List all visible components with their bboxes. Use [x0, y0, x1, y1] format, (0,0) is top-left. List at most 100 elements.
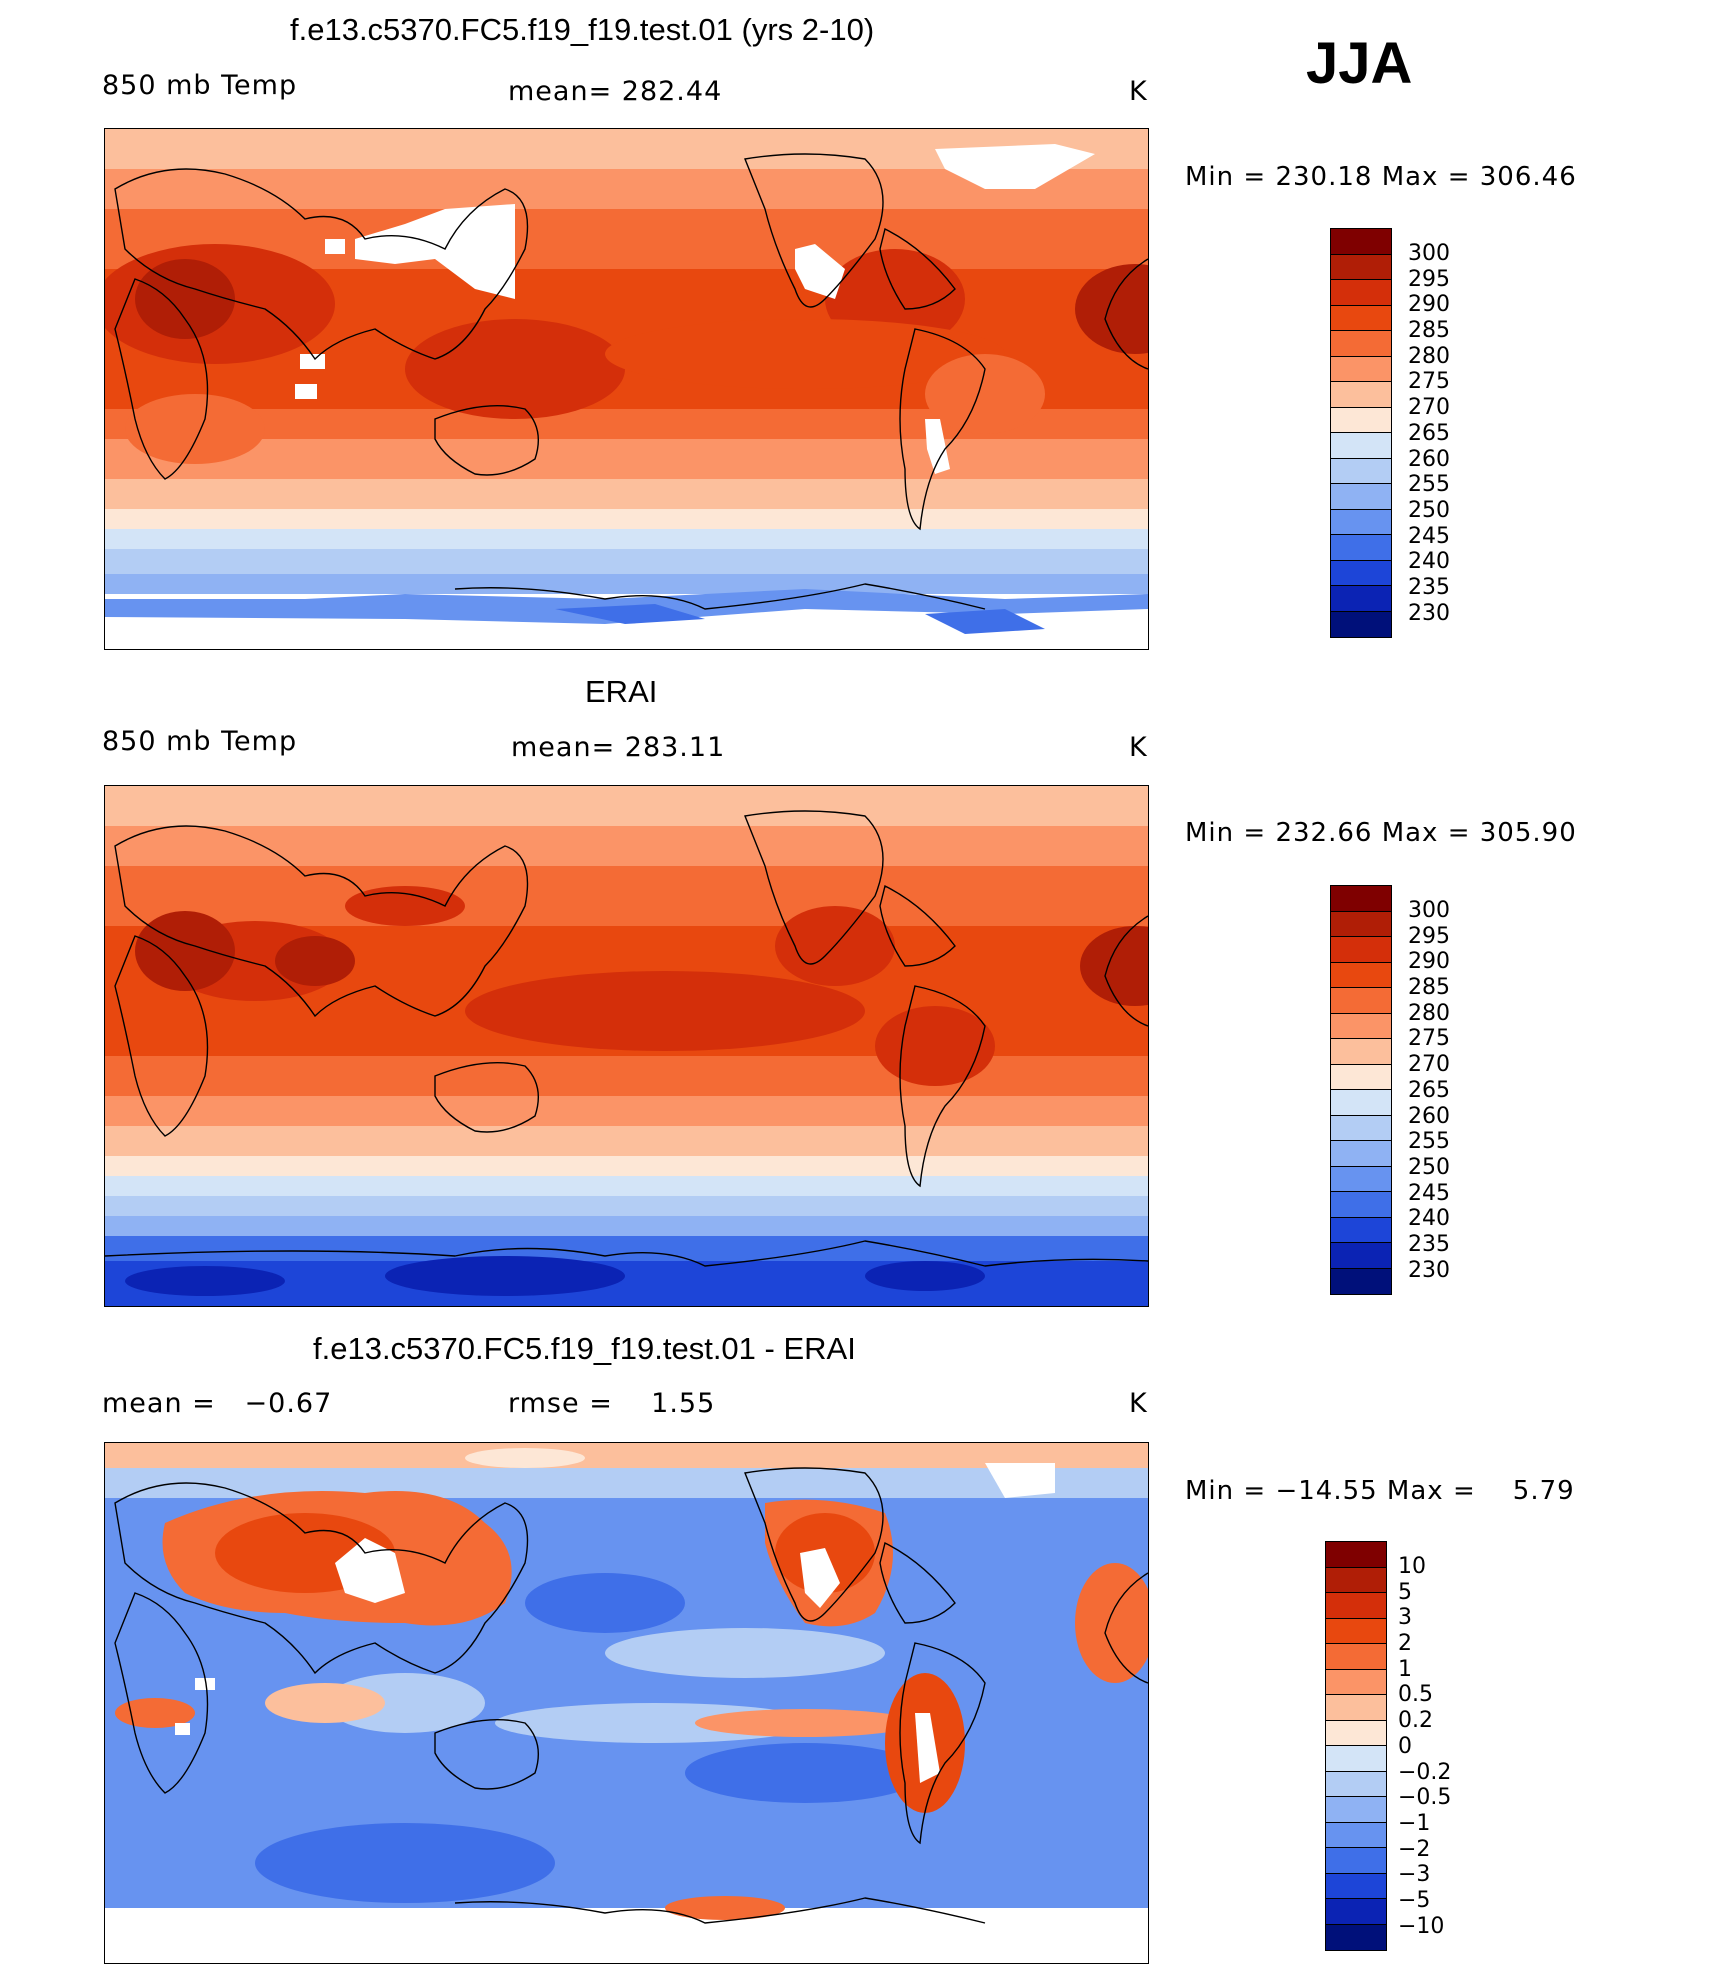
mean-label: mean= 283.11 — [511, 732, 726, 763]
units-label: K — [1129, 1388, 1148, 1419]
colorbar-swatch — [1326, 1924, 1386, 1950]
minmax-label: Min = −14.55 Max = 5.79 — [1185, 1476, 1575, 1506]
colorbar-swatch — [1331, 331, 1391, 357]
minmax-label: Min = 232.66 Max = 305.90 — [1185, 818, 1577, 848]
panel-title: f.e13.c5370.FC5.f19_f19.test.01 - ERAI — [313, 1331, 856, 1366]
colorbar-tick-label: 230 — [1408, 600, 1450, 626]
colorbar-tick-label: 270 — [1408, 1052, 1450, 1078]
colorbar-swatch — [1331, 988, 1391, 1014]
variable-label: 850 mb Temp — [102, 726, 298, 757]
colorbar-tick-label: 270 — [1408, 395, 1450, 421]
colorbar-swatch — [1331, 382, 1391, 408]
colorbar-tick-label: 280 — [1408, 343, 1450, 369]
colorbar-swatch — [1331, 1268, 1391, 1294]
season-label: JJA — [1306, 31, 1413, 96]
colorbar-swatch — [1326, 1669, 1386, 1695]
colorbar-swatch — [1331, 1141, 1391, 1167]
colorbar-tick-label: 0.5 — [1398, 1682, 1433, 1708]
colorbar-tick-label: 285 — [1408, 975, 1450, 1001]
colorbar-swatch — [1331, 1166, 1391, 1192]
colorbar — [1330, 885, 1392, 1295]
colorbar-tick-label: 10 — [1398, 1554, 1426, 1579]
colorbar — [1330, 228, 1392, 638]
colorbar-swatch — [1331, 356, 1391, 382]
colorbar-tick-label: 255 — [1408, 472, 1450, 498]
temperature-map — [104, 785, 1149, 1307]
panel-title: ERAI — [585, 674, 658, 709]
map-svg — [105, 129, 1148, 649]
colorbar-swatch — [1331, 611, 1391, 637]
colorbar-swatch — [1331, 1090, 1391, 1116]
colorbar-swatch — [1326, 1822, 1386, 1848]
colorbar-swatch — [1331, 229, 1391, 255]
colorbar-tick-label: 300 — [1408, 898, 1450, 923]
colorbar-swatch — [1326, 1618, 1386, 1644]
minmax-label: Min = 230.18 Max = 306.46 — [1185, 162, 1577, 192]
colorbar-tick-label: 230 — [1408, 1257, 1450, 1283]
colorbar-swatch — [1331, 1039, 1391, 1065]
colorbar-tick-label: 3 — [1398, 1605, 1412, 1631]
colorbar-swatch — [1331, 458, 1391, 484]
colorbar-tick-label: 295 — [1408, 266, 1450, 292]
colorbar-tick-label: 265 — [1408, 1077, 1450, 1103]
colorbar — [1325, 1541, 1387, 1951]
colorbar-tick-label: 240 — [1408, 549, 1450, 575]
colorbar-tick-label: 295 — [1408, 923, 1450, 949]
colorbar-swatch — [1331, 886, 1391, 912]
colorbar-swatch — [1331, 1064, 1391, 1090]
colorbar-tick-label: 0 — [1398, 1733, 1412, 1759]
colorbar-tick-label: −2 — [1398, 1836, 1431, 1862]
colorbar-swatch — [1331, 280, 1391, 306]
colorbar-swatch — [1326, 1720, 1386, 1746]
colorbar-swatch — [1326, 1873, 1386, 1899]
panel-title: f.e13.c5370.FC5.f19_f19.test.01 (yrs 2-1… — [290, 12, 875, 47]
temperature-map — [104, 128, 1149, 650]
colorbar-labels: 300 295 290 285 280 275 270 265 260 255 250 245 240 2… — [1408, 898, 1450, 1283]
colorbar-tick-label: −3 — [1398, 1862, 1431, 1888]
colorbar-swatch — [1331, 305, 1391, 331]
colorbar-tick-label: −0.2 — [1398, 1759, 1452, 1785]
mean-diff-label: mean = −0.67 — [102, 1388, 333, 1419]
colorbar-swatch — [1331, 911, 1391, 937]
colorbar-swatch — [1326, 1695, 1386, 1721]
rmse-label: rmse = 1.55 — [508, 1388, 716, 1419]
colorbar-tick-label: 250 — [1408, 1154, 1450, 1180]
colorbar-swatch — [1331, 962, 1391, 988]
colorbar-tick-label: 245 — [1408, 523, 1450, 549]
colorbar-swatch — [1331, 1243, 1391, 1269]
colorbar-tick-label: 265 — [1408, 420, 1450, 446]
variable-label: 850 mb Temp — [102, 70, 298, 101]
colorbar-swatch — [1326, 1848, 1386, 1874]
colorbar-tick-label: −1 — [1398, 1810, 1431, 1836]
colorbar-swatch — [1326, 1644, 1386, 1670]
colorbar-labels: 10 5 3 2 1 0.5 0.2 0 −0.2 −0.5 −1 −2 −3 −5 −10 — [1398, 1554, 1451, 1939]
difference-map — [104, 1442, 1149, 1964]
colorbar-tick-label: −5 — [1398, 1887, 1431, 1913]
colorbar-tick-label: 290 — [1408, 949, 1450, 975]
units-label: K — [1129, 76, 1148, 107]
colorbar-swatch — [1326, 1899, 1386, 1925]
colorbar-tick-label: 1 — [1398, 1656, 1412, 1682]
colorbar-tick-label: 0.2 — [1398, 1708, 1433, 1734]
colorbar-swatch — [1326, 1771, 1386, 1797]
colorbar-swatch — [1331, 586, 1391, 612]
colorbar-tick-label: 275 — [1408, 1026, 1450, 1052]
map-svg — [105, 786, 1148, 1306]
colorbar-tick-label: 290 — [1408, 292, 1450, 318]
colorbar-tick-label: 5 — [1398, 1579, 1412, 1605]
colorbar-swatch — [1331, 560, 1391, 586]
colorbar-tick-label: 250 — [1408, 497, 1450, 523]
colorbar-swatch — [1331, 1115, 1391, 1141]
colorbar-tick-label: 255 — [1408, 1129, 1450, 1155]
colorbar-swatch — [1326, 1542, 1386, 1568]
colorbar-tick-label: 235 — [1408, 1231, 1450, 1257]
colorbar-swatch — [1331, 509, 1391, 535]
mean-label: mean= 282.44 — [508, 76, 723, 107]
colorbar-tick-label: 300 — [1408, 241, 1450, 266]
colorbar-swatch — [1331, 433, 1391, 459]
colorbar-tick-label: 280 — [1408, 1000, 1450, 1026]
units-label: K — [1129, 732, 1148, 763]
colorbar-tick-label: 260 — [1408, 1103, 1450, 1129]
colorbar-swatch — [1331, 535, 1391, 561]
colorbar-swatch — [1326, 1797, 1386, 1823]
